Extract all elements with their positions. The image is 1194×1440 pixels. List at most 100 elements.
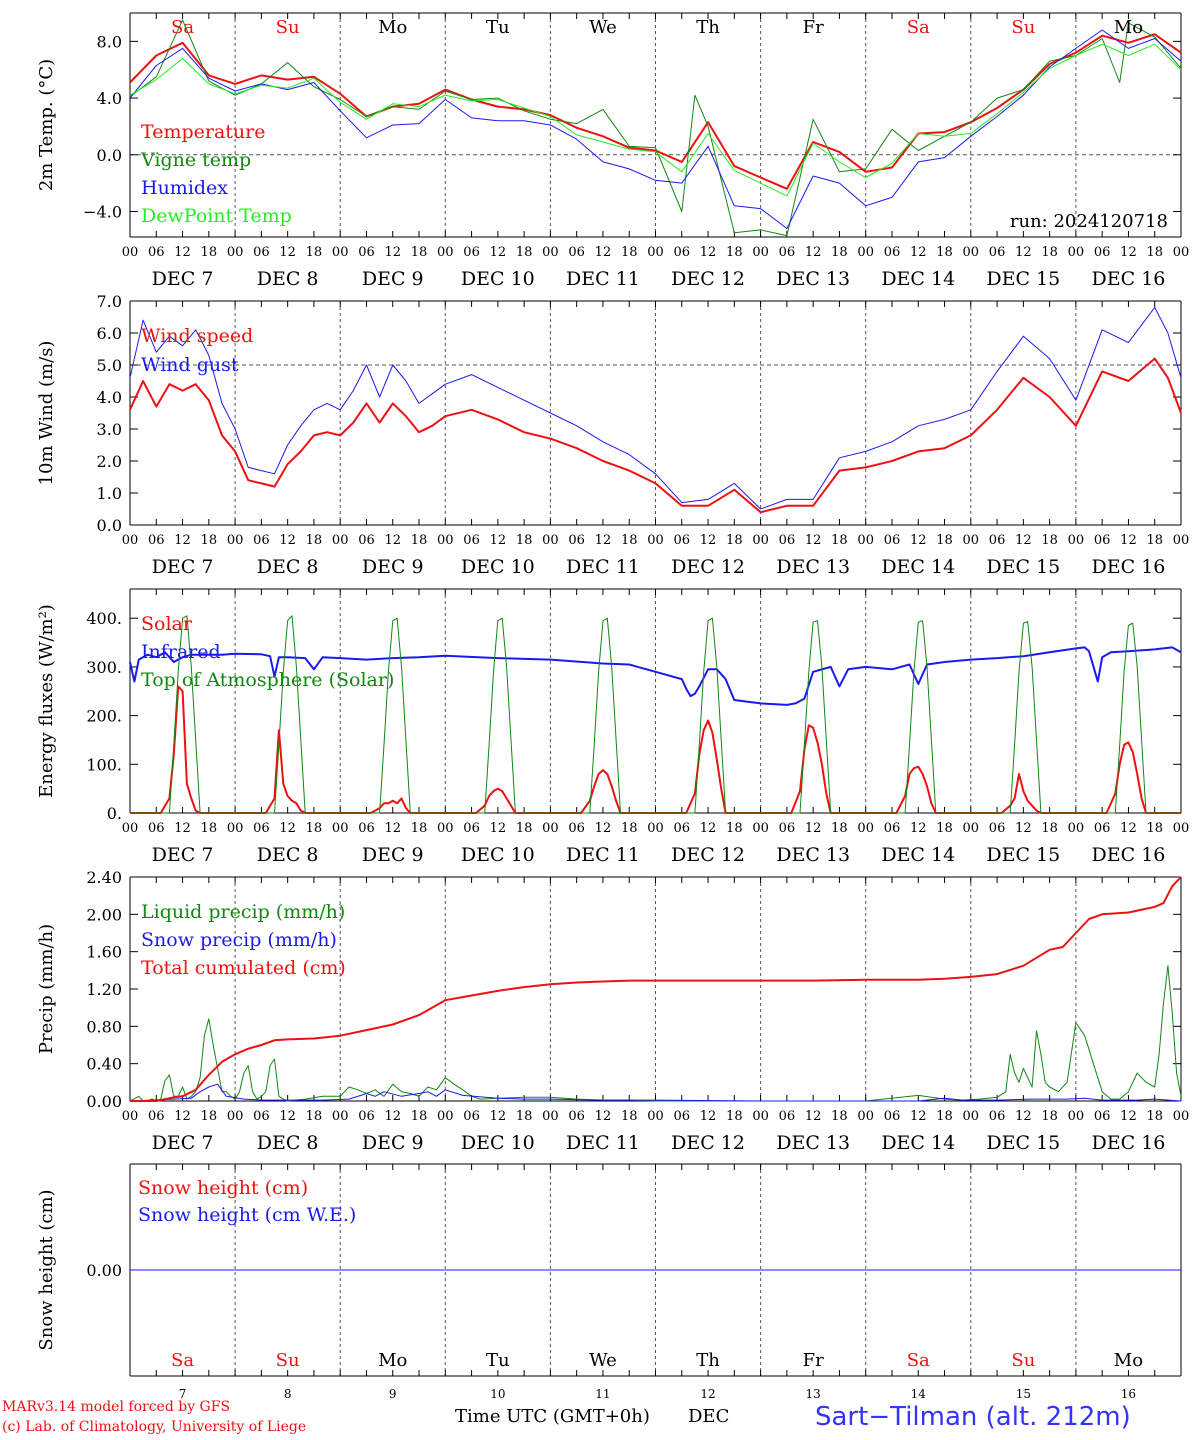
hour-tick-label: 00 — [1173, 1109, 1190, 1124]
day-number-label: 15 — [1016, 1387, 1031, 1401]
hour-tick-label: 00 — [437, 821, 454, 836]
hour-tick-label: 12 — [700, 1109, 717, 1124]
hour-tick-label: 12 — [910, 245, 927, 260]
hour-tick-label: 00 — [1173, 245, 1190, 260]
hour-tick-label: 12 — [384, 821, 401, 836]
hour-tick-label: 00 — [542, 821, 559, 836]
hour-tick-label: 18 — [516, 821, 533, 836]
hour-tick-label: 00 — [857, 821, 874, 836]
date-label: DEC 12 — [671, 1132, 745, 1154]
hour-tick-label: 12 — [279, 1109, 296, 1124]
hour-tick-label: 00 — [1173, 821, 1190, 836]
y-tick-label: 2.0 — [97, 452, 122, 471]
hour-tick-label: 12 — [700, 245, 717, 260]
day-abbreviation: Su — [276, 1350, 300, 1371]
date-label: DEC 15 — [986, 268, 1060, 290]
hour-tick-label: 18 — [1146, 821, 1163, 836]
hour-tick-label: 12 — [805, 245, 822, 260]
hour-tick-label: 00 — [227, 821, 244, 836]
hour-tick-label: 12 — [174, 245, 191, 260]
series-line-dewpoint-temp — [129, 43, 1182, 197]
hour-tick-label: 18 — [831, 533, 848, 548]
hour-tick-label: 00 — [1068, 245, 1085, 260]
hour-tick-label: 12 — [1015, 821, 1032, 836]
hour-tick-label: 06 — [253, 245, 270, 260]
hour-tick-label: 00 — [1173, 533, 1190, 548]
day-abbreviation: Th — [696, 1350, 720, 1371]
hour-tick-label: 06 — [463, 821, 480, 836]
hour-tick-label: 06 — [989, 821, 1006, 836]
day-abbreviation: Sa — [171, 17, 194, 38]
series-line-wind-speed — [129, 357, 1182, 514]
hour-tick-label: 00 — [647, 1109, 664, 1124]
date-label: DEC 10 — [461, 1132, 535, 1154]
date-label: DEC 8 — [257, 1132, 319, 1154]
hour-tick-label: 06 — [1094, 245, 1111, 260]
day-abbreviation: Fr — [803, 17, 824, 38]
hour-tick-label: 00 — [542, 245, 559, 260]
hour-tick-label: 12 — [490, 1109, 507, 1124]
hour-tick-label: 06 — [568, 1109, 585, 1124]
hour-tick-label: 12 — [279, 821, 296, 836]
date-label: DEC 11 — [566, 1132, 640, 1154]
hour-tick-label: 06 — [358, 821, 375, 836]
hour-tick-label: 12 — [805, 533, 822, 548]
hour-tick-label: 12 — [805, 821, 822, 836]
hour-tick-label: 18 — [1041, 1109, 1058, 1124]
y-tick-label: −4.0 — [83, 202, 122, 221]
date-label: DEC 13 — [776, 556, 850, 578]
date-label: DEC 9 — [362, 268, 424, 290]
legend-entry: Snow precip (mm/h) — [141, 929, 337, 951]
date-label: DEC 16 — [1092, 1132, 1166, 1154]
y-tick-label: 2.00 — [86, 905, 122, 924]
date-label: DEC 13 — [776, 1132, 850, 1154]
hour-tick-label: 18 — [621, 533, 638, 548]
legend-entry: Total cumulated (cm) — [141, 957, 346, 979]
hour-tick-label: 18 — [201, 533, 218, 548]
hour-tick-label: 18 — [201, 1109, 218, 1124]
legend-entry: Wind speed — [141, 325, 253, 347]
hour-tick-label: 12 — [910, 1109, 927, 1124]
day-abbreviation: Sa — [907, 17, 930, 38]
hour-tick-label: 18 — [1041, 245, 1058, 260]
hour-tick-label: 00 — [332, 1109, 349, 1124]
y-axis-title: Precip (mm/h) — [36, 924, 57, 1054]
hour-tick-label: 06 — [463, 245, 480, 260]
day-number-label: 16 — [1121, 1387, 1136, 1401]
hour-tick-label: 18 — [831, 1109, 848, 1124]
y-tick-label: 0.00 — [86, 1261, 122, 1280]
hour-tick-label: 12 — [1015, 245, 1032, 260]
y-tick-label: 0.80 — [86, 1017, 122, 1036]
hour-tick-label: 00 — [647, 821, 664, 836]
date-label: DEC 11 — [566, 556, 640, 578]
hour-tick-label: 18 — [516, 533, 533, 548]
date-label: DEC 15 — [986, 844, 1060, 866]
date-label: DEC 11 — [566, 268, 640, 290]
time-axis-month: DEC — [688, 1406, 730, 1427]
hour-tick-label: 00 — [437, 245, 454, 260]
y-tick-label: 200. — [86, 707, 122, 726]
y-tick-label: 2.40 — [86, 868, 122, 887]
date-label: DEC 13 — [776, 844, 850, 866]
legend-entry: Vigne temp — [140, 149, 251, 171]
series-line-temperature — [129, 33, 1182, 190]
hour-tick-label: 18 — [726, 1109, 743, 1124]
hour-tick-label: 18 — [621, 245, 638, 260]
hour-tick-label: 12 — [595, 821, 612, 836]
hour-tick-label: 06 — [568, 245, 585, 260]
hour-tick-label: 06 — [148, 245, 165, 260]
hour-tick-label: 00 — [332, 245, 349, 260]
hour-tick-label: 18 — [516, 1109, 533, 1124]
date-label: DEC 16 — [1092, 556, 1166, 578]
hour-tick-label: 06 — [884, 533, 901, 548]
date-label: DEC 7 — [152, 268, 214, 290]
hour-tick-label: 18 — [1146, 245, 1163, 260]
hour-tick-label: 00 — [437, 533, 454, 548]
day-number-label: 10 — [490, 1387, 505, 1401]
day-abbreviation: We — [589, 1350, 617, 1371]
series-line-top-of-atmosphere-solar- — [130, 615, 1181, 814]
hour-tick-label: 00 — [1068, 1109, 1085, 1124]
day-abbreviation: We — [589, 17, 617, 38]
hour-tick-label: 12 — [805, 1109, 822, 1124]
hour-tick-label: 06 — [358, 1109, 375, 1124]
